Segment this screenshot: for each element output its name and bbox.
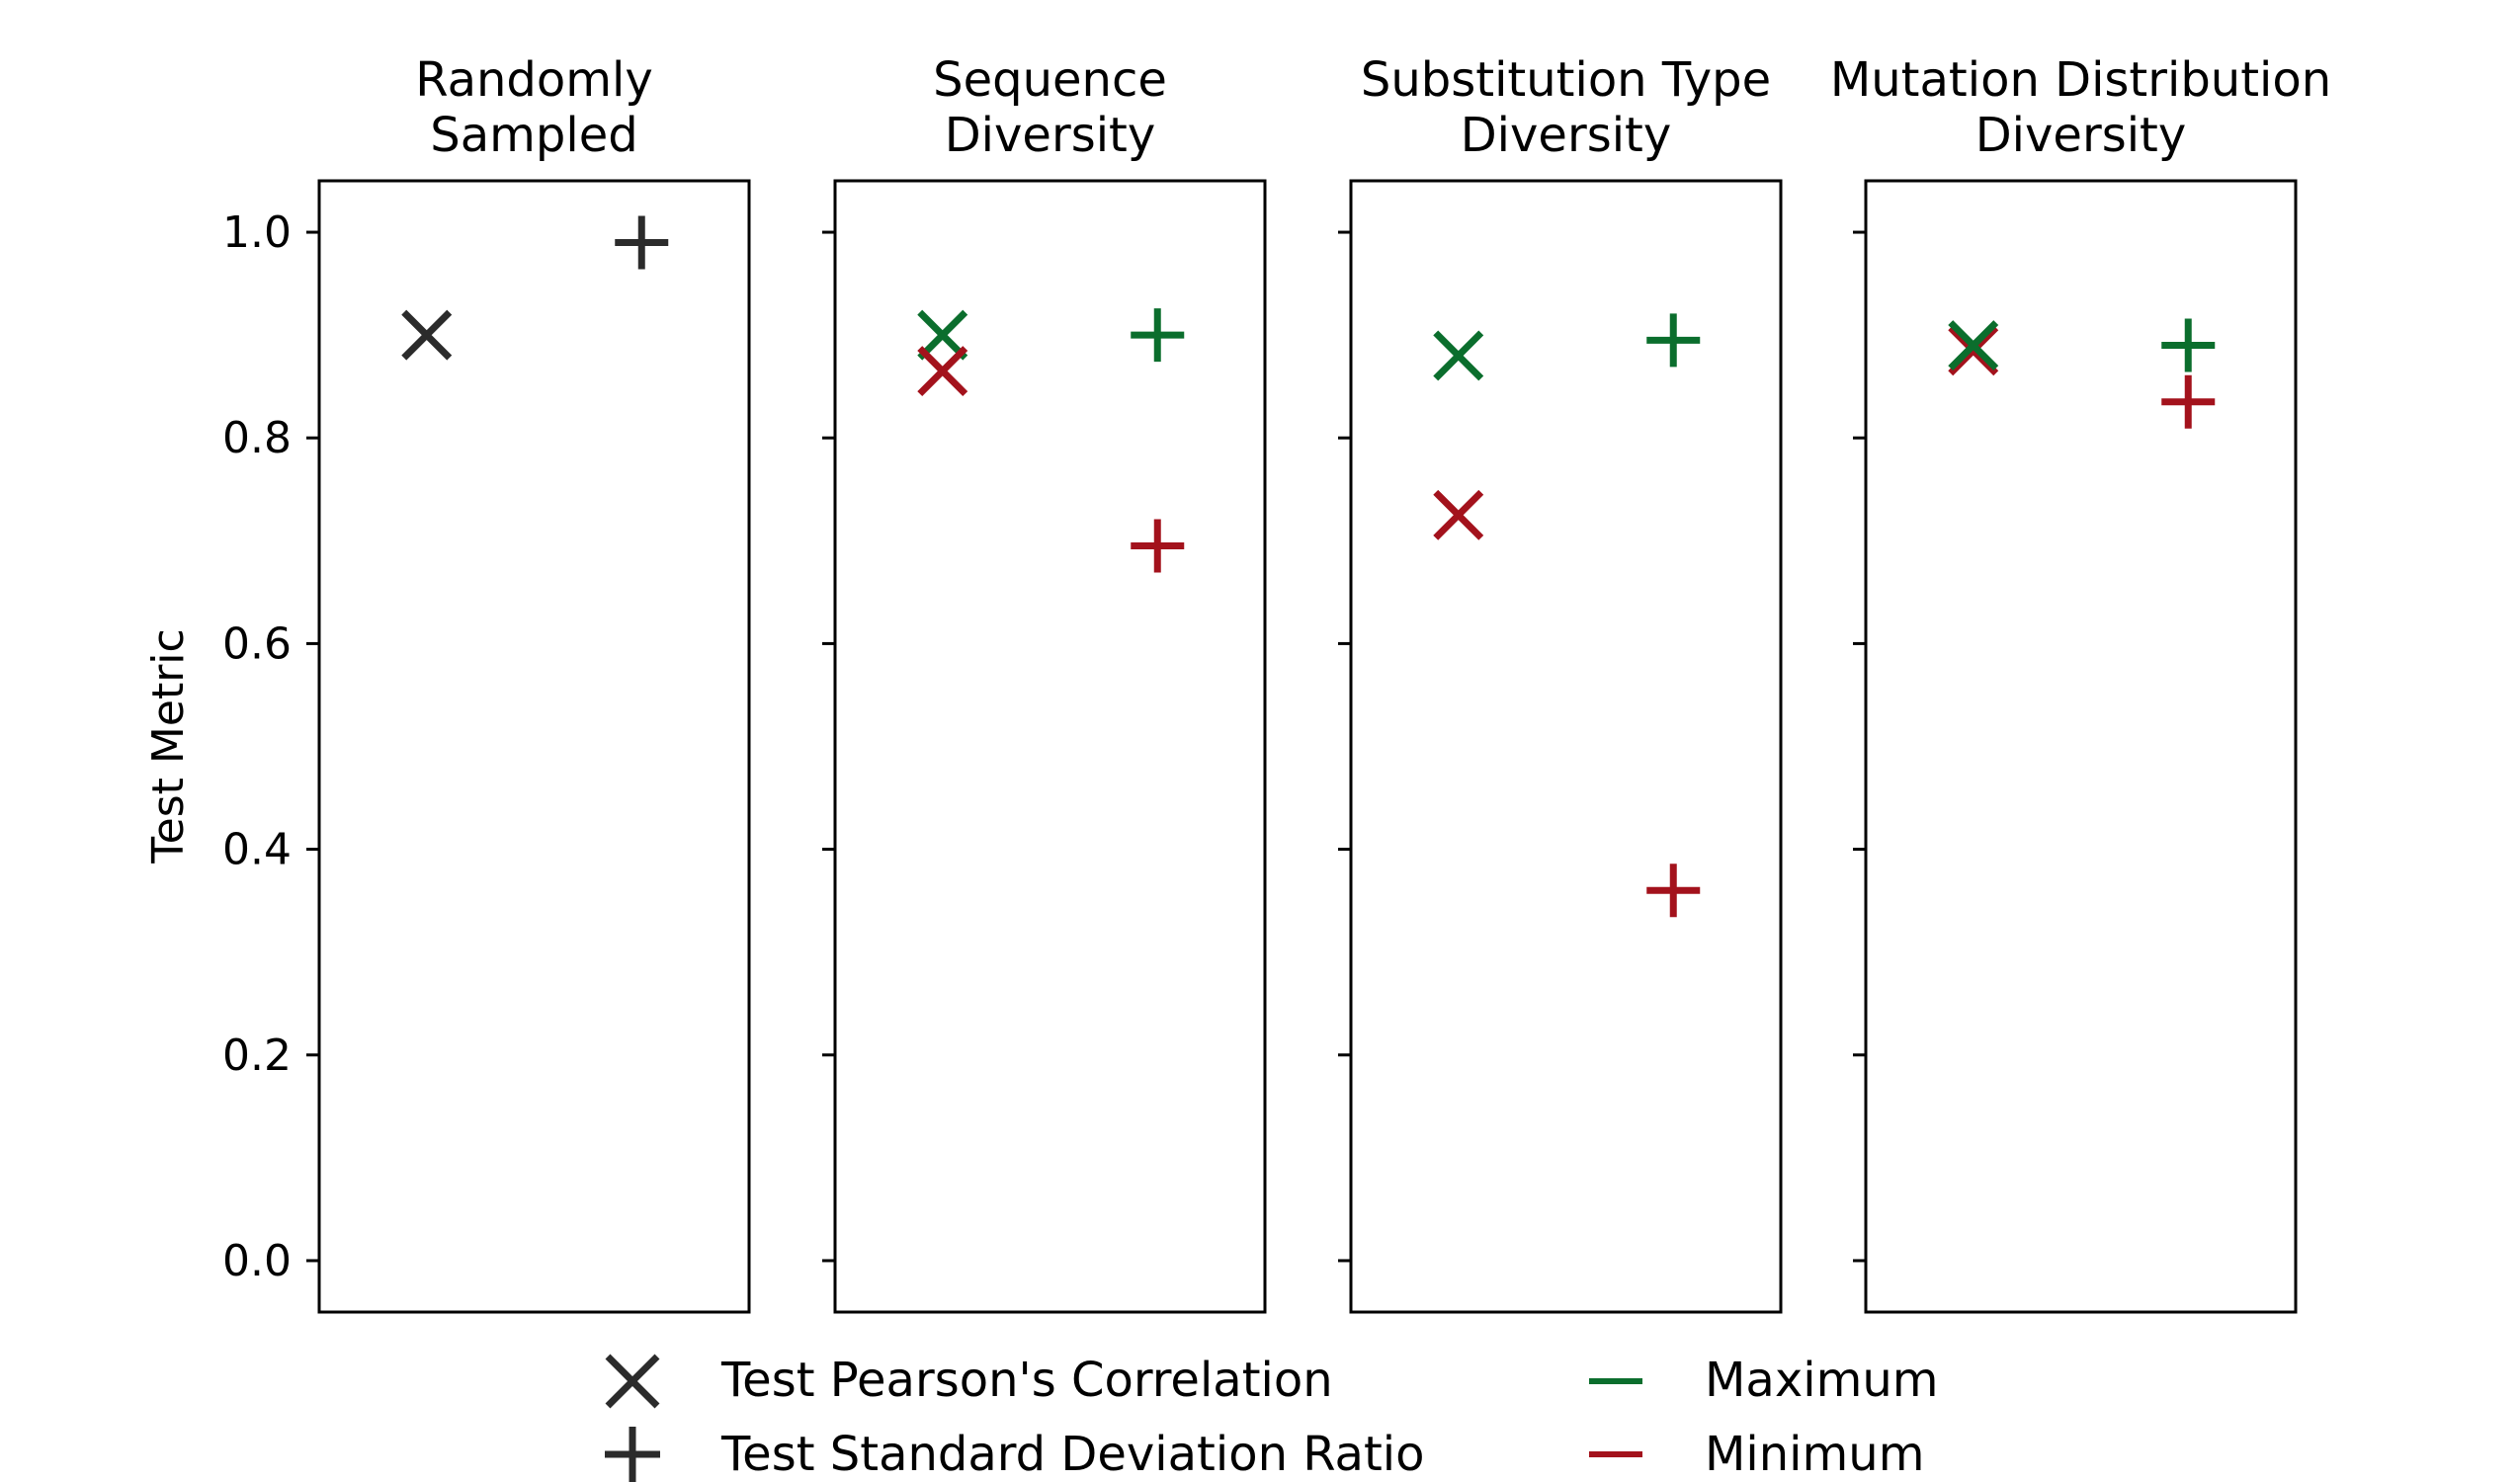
pearson-point bbox=[401, 309, 453, 361]
legend-plus-icon bbox=[605, 1427, 660, 1482]
pearson-point bbox=[1433, 489, 1484, 540]
pearson-point bbox=[917, 346, 968, 397]
legend-label-minimum: Minimum bbox=[1705, 1427, 1924, 1482]
panel-title-line2: Diversity bbox=[1975, 108, 2187, 163]
pearson-point bbox=[1433, 330, 1484, 381]
panel-frame bbox=[833, 179, 1267, 1314]
panel-title-line2: Diversity bbox=[1461, 108, 1672, 163]
y-tick-label: 1.0 bbox=[222, 207, 292, 258]
legend-label-pearson: Test Pearson's Correlation bbox=[720, 1353, 1333, 1408]
y-axis-label: Test Metric bbox=[143, 628, 194, 864]
pearson-point bbox=[1948, 325, 1999, 376]
panel-title-line1: Substitution Type bbox=[1361, 52, 1771, 108]
legend-x-icon bbox=[605, 1354, 660, 1409]
y-tick-label: 0.0 bbox=[222, 1236, 292, 1286]
panel-title-line2: Diversity bbox=[945, 108, 1156, 163]
std-ratio-point bbox=[1646, 313, 1701, 368]
legend-label-std-ratio: Test Standard Deviation Ratio bbox=[720, 1427, 1425, 1482]
std-ratio-point bbox=[615, 215, 669, 270]
panel-title-line1: Randomly bbox=[415, 52, 652, 108]
panel-title-line2: Sampled bbox=[430, 108, 637, 163]
panel-title-line1: Sequence bbox=[933, 52, 1167, 108]
std-ratio-point bbox=[2161, 374, 2216, 429]
pearson-point bbox=[1948, 320, 1999, 371]
std-ratio-point bbox=[2161, 318, 2216, 372]
panel-title-line1: Mutation Distribution bbox=[1830, 52, 2331, 108]
panel-frame bbox=[1349, 179, 1783, 1314]
std-ratio-point bbox=[1131, 519, 1185, 573]
y-tick-label: 0.4 bbox=[222, 825, 292, 875]
y-tick-label: 0.6 bbox=[222, 618, 292, 669]
y-tick-label: 0.8 bbox=[222, 413, 292, 463]
pearson-point bbox=[917, 309, 968, 361]
legend-label-maximum: Maximum bbox=[1705, 1353, 1939, 1408]
std-ratio-point bbox=[1131, 308, 1185, 363]
panel-frame bbox=[1864, 179, 2298, 1314]
panel-frame bbox=[317, 179, 751, 1314]
y-tick-label: 0.2 bbox=[222, 1030, 292, 1081]
std-ratio-point bbox=[1646, 864, 1701, 918]
